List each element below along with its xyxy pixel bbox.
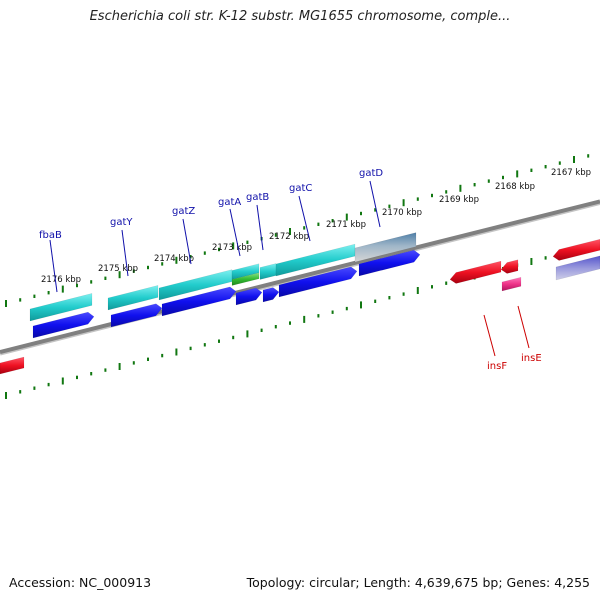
cds-gatZ — [161, 286, 237, 317]
backbone-line — [0, 199, 600, 354]
scale-label: 2173 kbp — [212, 243, 252, 253]
topology-info: Topology: circular; Length: 4,639,675 bp… — [246, 575, 590, 590]
insertion-label: insE — [521, 353, 542, 364]
scale-label: 2176 kbp — [41, 275, 81, 285]
feature-track — [0, 232, 600, 375]
leader-line — [517, 305, 530, 349]
leader-line — [182, 218, 192, 265]
scale-label: 2167 kbp — [551, 168, 591, 178]
gene-label: fbaB — [39, 230, 62, 241]
cds-gatC — [278, 266, 358, 298]
scale-label: 2175 kbp — [98, 264, 138, 274]
cds-gatY — [110, 303, 163, 328]
cds-gatD — [358, 249, 421, 277]
cds-right-edge-red — [552, 238, 600, 261]
map-title: Escherichia coli str. K-12 substr. MG165… — [89, 9, 511, 24]
rna-gatA — [231, 272, 260, 286]
leader-line — [256, 204, 264, 251]
cds-gatB — [262, 287, 280, 303]
cds-left-edge — [0, 356, 25, 375]
scale-label: 2169 kbp — [439, 195, 479, 205]
gene-label: gatB — [246, 192, 269, 203]
scale-label: 2174 kbp — [154, 254, 194, 264]
leader-line — [121, 229, 129, 277]
cds-insE-lower — [501, 276, 522, 292]
cds-insF — [449, 260, 502, 284]
leader-line — [49, 239, 58, 293]
insertion-label: insF — [487, 361, 507, 372]
gene-gatB — [259, 263, 277, 280]
accession-label: Accession: NC_000913 — [9, 575, 152, 590]
scale-label: 2171 kbp — [326, 220, 366, 230]
gene-label: gatY — [110, 217, 133, 228]
leader-line — [369, 180, 381, 228]
cds-gatA — [235, 287, 263, 306]
cds-insE-upper — [500, 259, 519, 274]
gene-gatY — [107, 285, 159, 311]
cds-fbaB — [32, 311, 95, 339]
gene-label: gatZ — [172, 206, 195, 217]
label-layer: 2176 kbp 2175 kbp 2174 kbp 2173 kbp 2172 kbp… — [39, 168, 591, 372]
scale-label: 2168 kbp — [495, 182, 535, 192]
backbone-track — [0, 199, 600, 356]
cds-right-edge-purple — [555, 255, 600, 281]
leader-line — [483, 314, 496, 357]
leader-line — [229, 208, 241, 257]
gene-gatD — [354, 232, 417, 263]
leader-line — [298, 195, 311, 242]
gene-label: gatC — [289, 183, 312, 194]
gene-fbaB — [29, 293, 93, 322]
scale-label: 2170 kbp — [382, 208, 422, 218]
gene-label: gatA — [218, 197, 241, 208]
scale-label: 2172 kbp — [269, 232, 309, 242]
gene-label: gatD — [359, 168, 383, 179]
